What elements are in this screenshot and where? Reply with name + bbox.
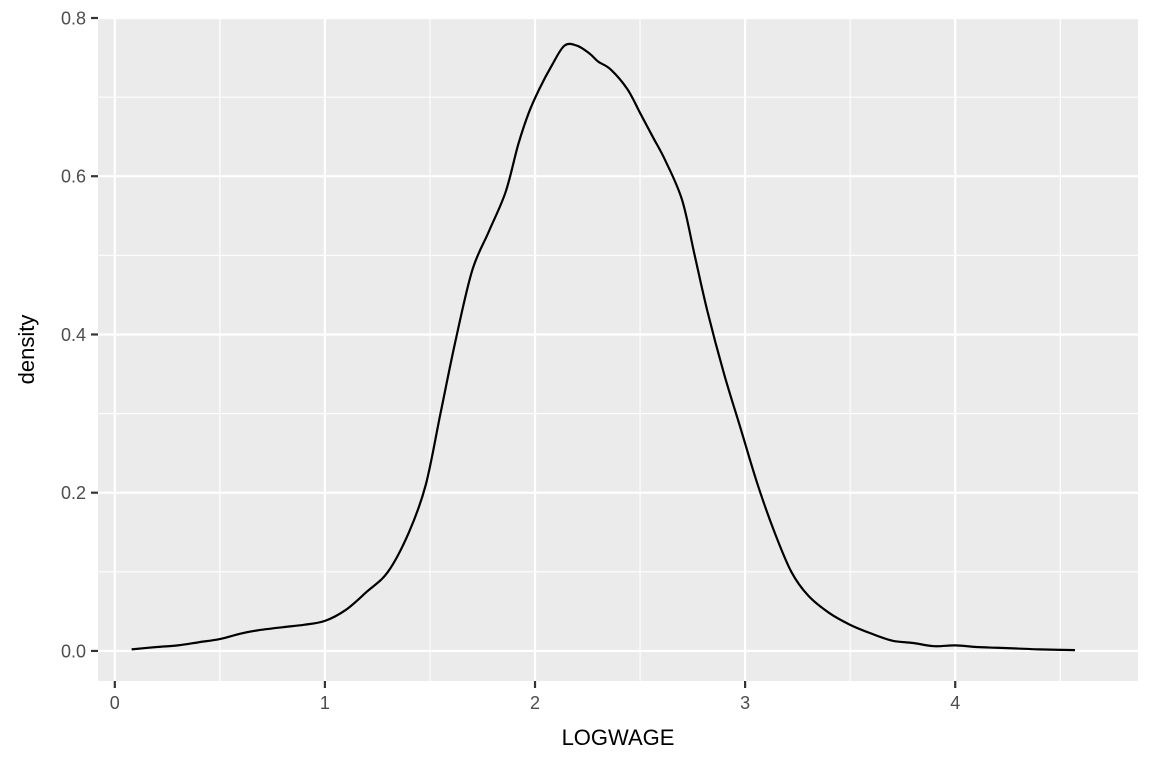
density-curve <box>131 42 1075 652</box>
minor-gridlines <box>98 18 1138 681</box>
x-axis: 0 1 2 3 4 <box>110 681 960 713</box>
y-tick-label-3: 0.6 <box>61 167 86 187</box>
x-tick-label-0: 0 <box>110 693 120 713</box>
y-axis-title: density <box>14 315 39 385</box>
x-tick-label-4: 4 <box>950 693 960 713</box>
x-tick-label-1: 1 <box>320 693 330 713</box>
y-tick-label-2: 0.4 <box>61 325 86 345</box>
x-tick-label-2: 2 <box>530 693 540 713</box>
y-tick-label-1: 0.2 <box>61 483 86 503</box>
x-axis-title: LOGWAGE <box>562 725 675 750</box>
y-tick-label-0: 0.0 <box>61 641 86 661</box>
major-gridlines <box>98 16 1138 681</box>
plot-panel <box>98 18 1138 681</box>
y-tick-label-4: 0.8 <box>61 9 86 29</box>
x-tick-label-3: 3 <box>740 693 750 713</box>
y-axis: 0.0 0.2 0.4 0.6 0.8 <box>61 9 98 661</box>
